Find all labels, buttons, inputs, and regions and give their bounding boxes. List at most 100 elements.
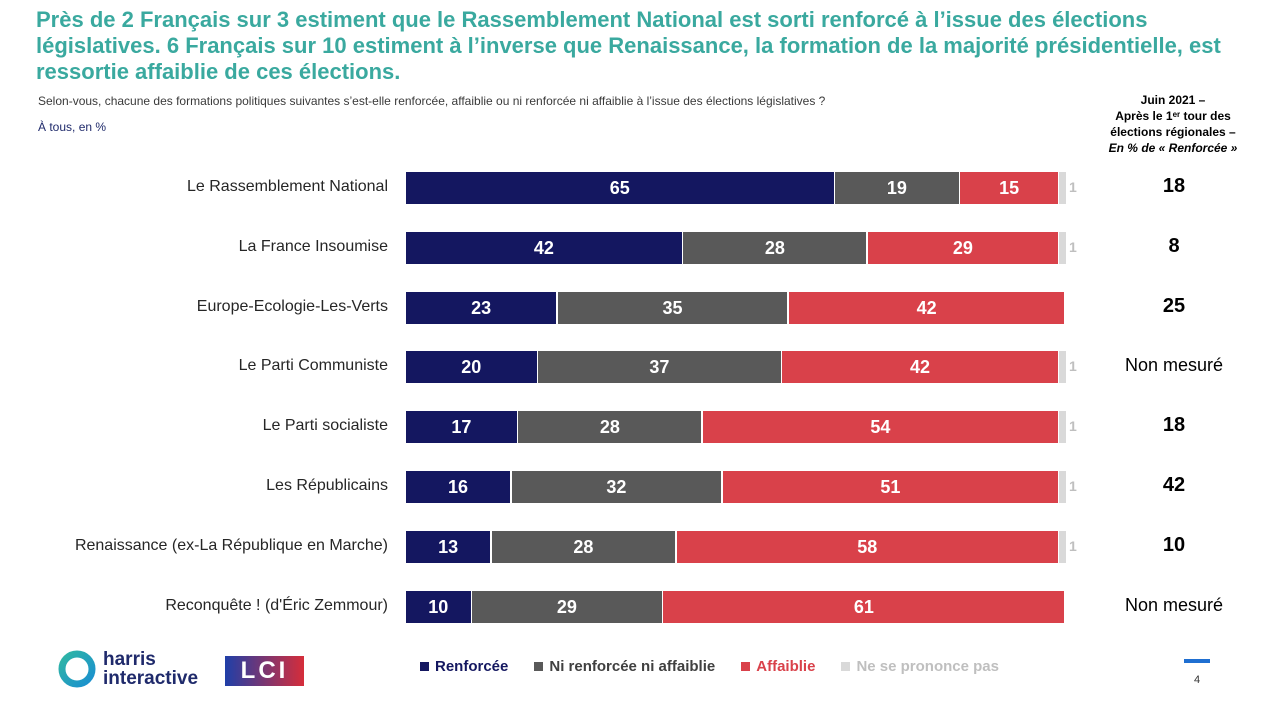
bar-segment-affaiblie xyxy=(788,291,1065,324)
bar-segment-nsp xyxy=(1059,351,1066,384)
nsp-value-label: 1 xyxy=(1069,238,1077,255)
reference-value: 25 xyxy=(1162,294,1186,317)
lci-wordmark: LCI xyxy=(240,657,289,684)
bar-value-label: 42 xyxy=(910,357,931,378)
base-note: À tous, en % xyxy=(38,120,107,134)
category-label: La France Insoumise xyxy=(238,237,388,255)
reference-column-header: Juin 2021 – Après le 1er tour des électi… xyxy=(1090,92,1256,156)
bar-segment-renforcee xyxy=(406,172,834,204)
reference-value: Non mesuré xyxy=(1124,594,1224,615)
bar-value-label: 29 xyxy=(952,237,973,258)
reference-value: 42 xyxy=(1162,474,1186,496)
bar-value-label: 23 xyxy=(471,297,492,318)
category-label: Europe-Ecologie-Les-Verts xyxy=(196,297,388,315)
nsp-value-label: 1 xyxy=(1069,179,1077,195)
category-label: Reconquête ! (d'Éric Zemmour) xyxy=(165,596,388,614)
nsp-value-label: 1 xyxy=(1069,537,1077,554)
legend-label: Ne se prononce pas xyxy=(856,657,999,675)
category-label: Le Parti socialiste xyxy=(262,417,388,435)
bar-segment-nsp xyxy=(1059,411,1066,444)
bar-value-label: 58 xyxy=(857,536,878,557)
bar-value-label: 54 xyxy=(870,417,891,438)
legend-label: Renforcée xyxy=(435,657,509,675)
bar-segment-affaiblie xyxy=(703,411,1058,444)
bar-value-label: 42 xyxy=(533,237,554,258)
stacked-bar-chart: Le Rassemblement National 65 19 15 1 18 La Fra… xyxy=(74,172,1224,623)
bar-segment-ni xyxy=(518,411,702,444)
reference-value: 18 xyxy=(1162,414,1186,437)
category-label: Renaissance (ex-La République en Marche) xyxy=(74,536,388,554)
reference-value: Non mesuré xyxy=(1124,355,1224,376)
bar-value-label: 28 xyxy=(573,536,594,557)
bar-segment-affaiblie xyxy=(868,231,1058,264)
bar-segment-ni xyxy=(491,530,676,563)
legend-item-renforcee: Renforcée xyxy=(420,658,508,675)
bar-segment-ni xyxy=(557,291,788,324)
slide-title: Près de 2 Français sur 3 estiment que le… xyxy=(36,7,1221,84)
bar-segment-renforcee xyxy=(406,590,471,623)
legend-item-nsp: Ne se prononce pas xyxy=(841,658,999,675)
bar-segment-ni xyxy=(835,172,959,204)
harris-ring-icon xyxy=(58,650,96,688)
bar-value-label: 32 xyxy=(606,477,627,497)
nsp-value-label: 1 xyxy=(1069,358,1077,375)
bar-value-label: 15 xyxy=(999,178,1020,198)
reference-header-line3: élections régionales – xyxy=(1110,125,1236,139)
bar-segment-affaiblie xyxy=(663,590,1065,623)
bar-segment-ni xyxy=(472,590,662,623)
page-indicator-line xyxy=(1184,659,1210,663)
bar-value-label: 28 xyxy=(599,417,620,438)
bar-value-label: 51 xyxy=(880,477,901,497)
bar-value-label: 19 xyxy=(886,178,907,198)
legend-swatch xyxy=(741,661,751,671)
bar-value-label: 42 xyxy=(916,297,937,318)
bar-segment-renforcee xyxy=(406,351,537,384)
bar-segment-nsp xyxy=(1059,172,1066,204)
bar-value-label: 65 xyxy=(609,178,630,198)
chart-legend: Renforcée Ni renforcée ni affaiblie Affaib… xyxy=(420,656,1025,676)
harris-wordmark: harris interactive xyxy=(103,649,199,689)
legend-swatch xyxy=(534,661,544,671)
nsp-value-label: 1 xyxy=(1069,478,1077,494)
harris-interactive-logo: harris interactive xyxy=(57,649,217,691)
bar-value-label: 13 xyxy=(438,536,459,557)
bar-segment-nsp xyxy=(1059,231,1066,264)
bar-value-label: 61 xyxy=(853,596,874,617)
bar-value-label: 29 xyxy=(556,596,577,617)
bar-value-label: 17 xyxy=(451,417,472,438)
bar-segment-ni xyxy=(538,351,781,384)
reference-header-line2: Après le 1er tour des xyxy=(1115,109,1231,123)
bar-segment-renforcee xyxy=(406,471,511,503)
legend-label: Affaiblie xyxy=(756,657,816,675)
reference-header-line1: Juin 2021 – xyxy=(1140,93,1206,107)
lci-logo: LCI xyxy=(225,656,304,686)
bar-segment-renforcee xyxy=(406,530,491,563)
bar-segment-renforcee xyxy=(406,411,517,444)
legend-item-affaiblie: Affaiblie xyxy=(741,658,815,675)
bar-segment-affaiblie xyxy=(676,530,1058,563)
bar-value-label: 37 xyxy=(649,357,670,378)
legend-swatch xyxy=(841,661,851,671)
bar-segment-affaiblie xyxy=(960,172,1058,204)
legend-swatch xyxy=(420,661,429,671)
survey-question: Selon-vous, chacune des formations polit… xyxy=(38,94,826,108)
bar-segment-affaiblie xyxy=(722,471,1058,503)
nsp-value-label: 1 xyxy=(1069,418,1077,435)
bar-segment-affaiblie xyxy=(782,351,1058,384)
legend-item-ni: Ni renforcée ni affaiblie xyxy=(534,658,715,675)
bar-value-label: 28 xyxy=(764,237,785,258)
bar-value-label: 35 xyxy=(662,297,683,318)
lci-background xyxy=(225,656,304,686)
reference-value: 8 xyxy=(1168,234,1180,257)
bar-value-label: 16 xyxy=(448,477,469,497)
bar-segment-renforcee xyxy=(406,291,557,324)
reference-header-line4: En % de « Renforcée » xyxy=(1108,141,1238,155)
category-label: Le Rassemblement National xyxy=(187,178,388,195)
bar-segment-ni xyxy=(683,231,867,264)
reference-value: 10 xyxy=(1162,533,1186,556)
page-number: 4 xyxy=(1193,674,1201,686)
bar-segment-ni xyxy=(511,471,722,503)
bar-segment-nsp xyxy=(1059,530,1066,563)
category-label: Le Parti Communiste xyxy=(238,357,388,375)
bar-segment-renforcee xyxy=(406,231,682,264)
